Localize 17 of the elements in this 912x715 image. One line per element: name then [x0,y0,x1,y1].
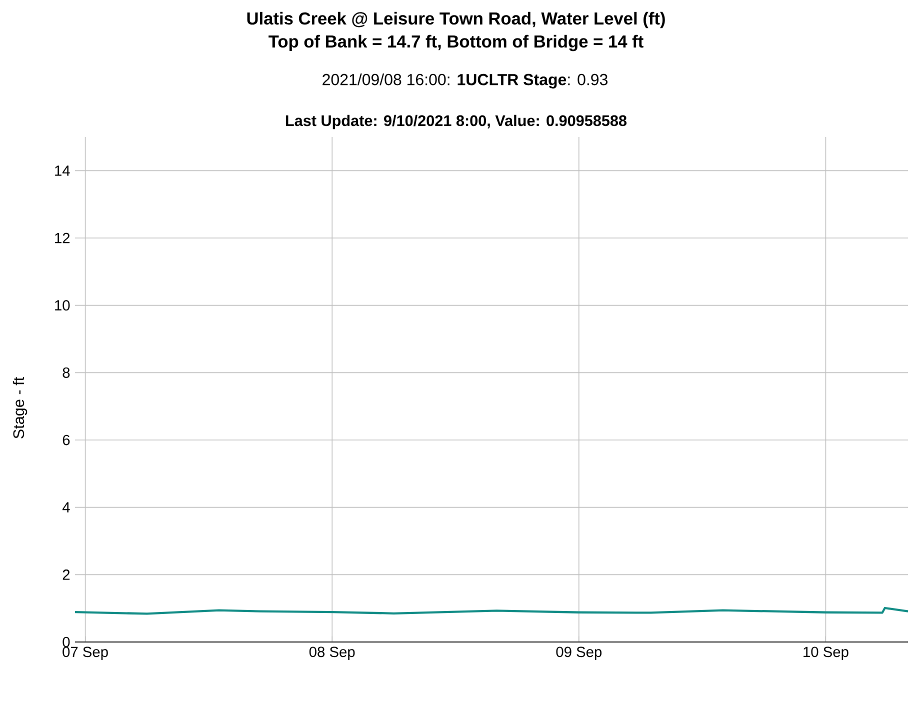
x-tick-label: 08 Sep [309,646,355,660]
y-axis-title: Stage - ft [12,377,28,438]
x-tick-label: 09 Sep [556,646,602,660]
x-tick-label: 07 Sep [62,646,108,660]
text: Last Update: 9/10/2021 8:00, Value: 0.90958588 [286,114,627,130]
y-tick-label: 0 [62,636,70,648]
text: 2021/09/08 16:00: 1UCLTR Stage: 0.93 [322,74,608,88]
chart-subtitle: Top of Bank = 14.7 ft, Bottom of Bridge = 14 ft [268,34,644,52]
y-tick-label: 10 [55,300,70,311]
y-tick-label: 12 [55,232,70,244]
y-tick-label: 4 [62,502,70,512]
y-tick-label: 14 [55,166,70,176]
chart-title: Ulatis Creek @ Leisure Town Road, Water Level (ft) [247,12,665,28]
x-tick-label: 10 Sep [804,646,848,660]
y-tick-label: 8 [62,367,70,378]
y-tick-label: 2 [62,570,70,580]
y-tick-label: 6 [62,434,70,446]
